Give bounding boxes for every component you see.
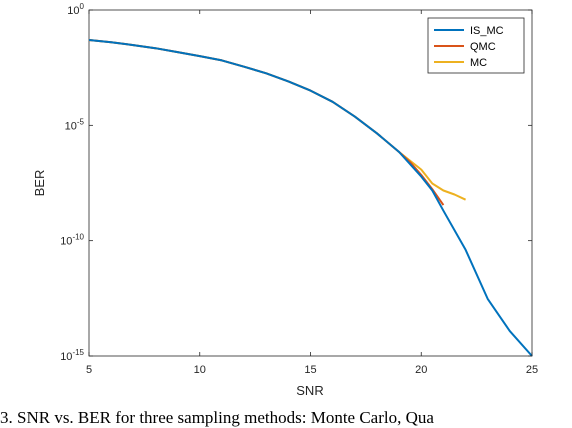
legend: IS_MC QMC MC bbox=[427, 17, 525, 74]
x-axis-label: SNR bbox=[296, 383, 323, 398]
y-tick-label: 10-10 bbox=[60, 233, 84, 248]
y-tick-label: 100 bbox=[67, 2, 84, 17]
x-tick-label: 20 bbox=[415, 364, 427, 376]
x-tick-label: 25 bbox=[526, 364, 538, 376]
y-tick-label: 10-15 bbox=[60, 348, 84, 363]
tick-layer: 5 10 15 20 25 100 10-5 10-10 10-15 bbox=[60, 2, 538, 376]
series-layer bbox=[88, 39, 533, 357]
legend-label-is-mc: IS_MC bbox=[470, 25, 504, 37]
y-axis-label: BER bbox=[32, 170, 47, 197]
x-tick-label: 15 bbox=[304, 364, 316, 376]
figure-caption: 3. SNR vs. BER for three sampling method… bbox=[0, 408, 434, 427]
legend-label-mc: MC bbox=[470, 57, 487, 69]
x-tick-label: 10 bbox=[194, 364, 206, 376]
series-line-is-mc bbox=[88, 39, 533, 357]
ber-chart: 5 10 15 20 25 100 10-5 10-10 10-15 SNR BER IS_MC… bbox=[32, 2, 538, 398]
y-tick-label: 10-5 bbox=[65, 117, 85, 132]
x-tick-label: 5 bbox=[86, 364, 92, 376]
legend-label-qmc: QMC bbox=[470, 41, 496, 53]
